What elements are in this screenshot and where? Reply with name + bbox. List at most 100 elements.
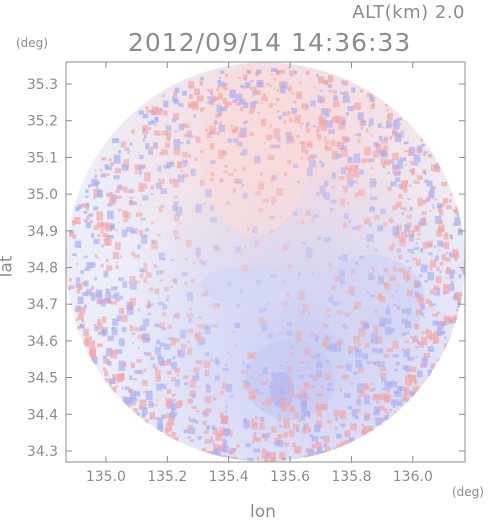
speckle [211, 425, 216, 430]
speckle [121, 229, 128, 238]
speckle [305, 249, 313, 259]
speckle [167, 337, 174, 340]
speckle [282, 280, 286, 284]
x-tick-label: 135.2 [147, 469, 187, 485]
speckle [203, 202, 207, 205]
speckle [221, 84, 227, 90]
speckle [392, 205, 398, 211]
speckle [427, 369, 433, 376]
speckle [428, 252, 433, 256]
speckle [347, 156, 353, 164]
speckle [362, 322, 369, 328]
speckle [452, 249, 459, 259]
speckle [145, 390, 153, 401]
speckle [244, 78, 248, 81]
speckle [311, 355, 316, 360]
speckle [242, 380, 248, 384]
speckle [419, 248, 424, 253]
speckle [394, 411, 401, 420]
speckle [399, 237, 406, 243]
speckle [96, 186, 99, 189]
speckle [114, 228, 118, 231]
speckle [353, 305, 357, 310]
speckle [68, 285, 75, 289]
speckle [124, 386, 130, 391]
speckle [344, 430, 351, 438]
speckle [369, 389, 374, 392]
speckle [422, 216, 427, 220]
speckle [434, 198, 438, 201]
speckle [151, 106, 159, 115]
speckle [212, 427, 218, 435]
speckle [101, 316, 107, 323]
speckle [311, 436, 319, 442]
speckle [81, 203, 86, 208]
speckle [312, 272, 315, 275]
speckle [334, 276, 341, 282]
speckle [208, 89, 214, 92]
speckle [314, 353, 320, 359]
speckle [155, 399, 159, 401]
speckle [104, 371, 109, 377]
speckle [129, 325, 134, 332]
speckle [239, 289, 244, 294]
speckle [85, 222, 92, 229]
speckle [273, 144, 281, 149]
speckle [74, 240, 82, 248]
speckle [415, 346, 419, 349]
speckle [119, 295, 124, 300]
speckle [115, 385, 119, 388]
speckle [366, 244, 369, 248]
speckle [266, 452, 271, 457]
speckle [436, 203, 442, 208]
speckle [197, 436, 202, 440]
speckle [278, 115, 282, 120]
speckle [414, 281, 421, 287]
speckle [155, 374, 161, 382]
speckle [164, 427, 170, 434]
speckle [366, 385, 371, 389]
speckle [108, 158, 112, 161]
speckle [433, 292, 441, 296]
speckle [83, 219, 88, 223]
speckle [121, 326, 127, 333]
speckle [384, 393, 391, 403]
speckle [204, 325, 211, 335]
speckle [240, 370, 247, 375]
speckle [384, 160, 391, 166]
speckle [97, 319, 101, 324]
speckle [105, 298, 110, 301]
speckle [374, 309, 378, 314]
speckle [268, 103, 273, 108]
speckle [255, 71, 260, 77]
speckle [131, 228, 138, 234]
speckle [142, 379, 148, 386]
speckle [432, 320, 438, 326]
speckle [241, 459, 246, 462]
speckle [238, 77, 242, 80]
speckle [311, 443, 316, 449]
speckle [289, 117, 293, 123]
speckle [363, 386, 367, 390]
speckle [165, 125, 172, 132]
speckle [217, 79, 222, 83]
speckle [162, 360, 169, 366]
speckle [300, 414, 305, 421]
speckle [433, 336, 440, 343]
speckle [87, 213, 94, 217]
speckle [129, 200, 134, 205]
speckle [172, 205, 178, 212]
speckle [134, 280, 140, 284]
speckle [354, 415, 359, 420]
speckle [432, 206, 435, 210]
speckle [389, 275, 396, 282]
speckle [463, 262, 465, 266]
speckle [259, 416, 265, 422]
speckle [134, 369, 141, 374]
speckle [254, 423, 257, 426]
speckle [300, 360, 304, 364]
speckle [143, 277, 148, 284]
speckle [428, 190, 435, 198]
speckle [316, 369, 323, 377]
speckle [269, 380, 272, 383]
